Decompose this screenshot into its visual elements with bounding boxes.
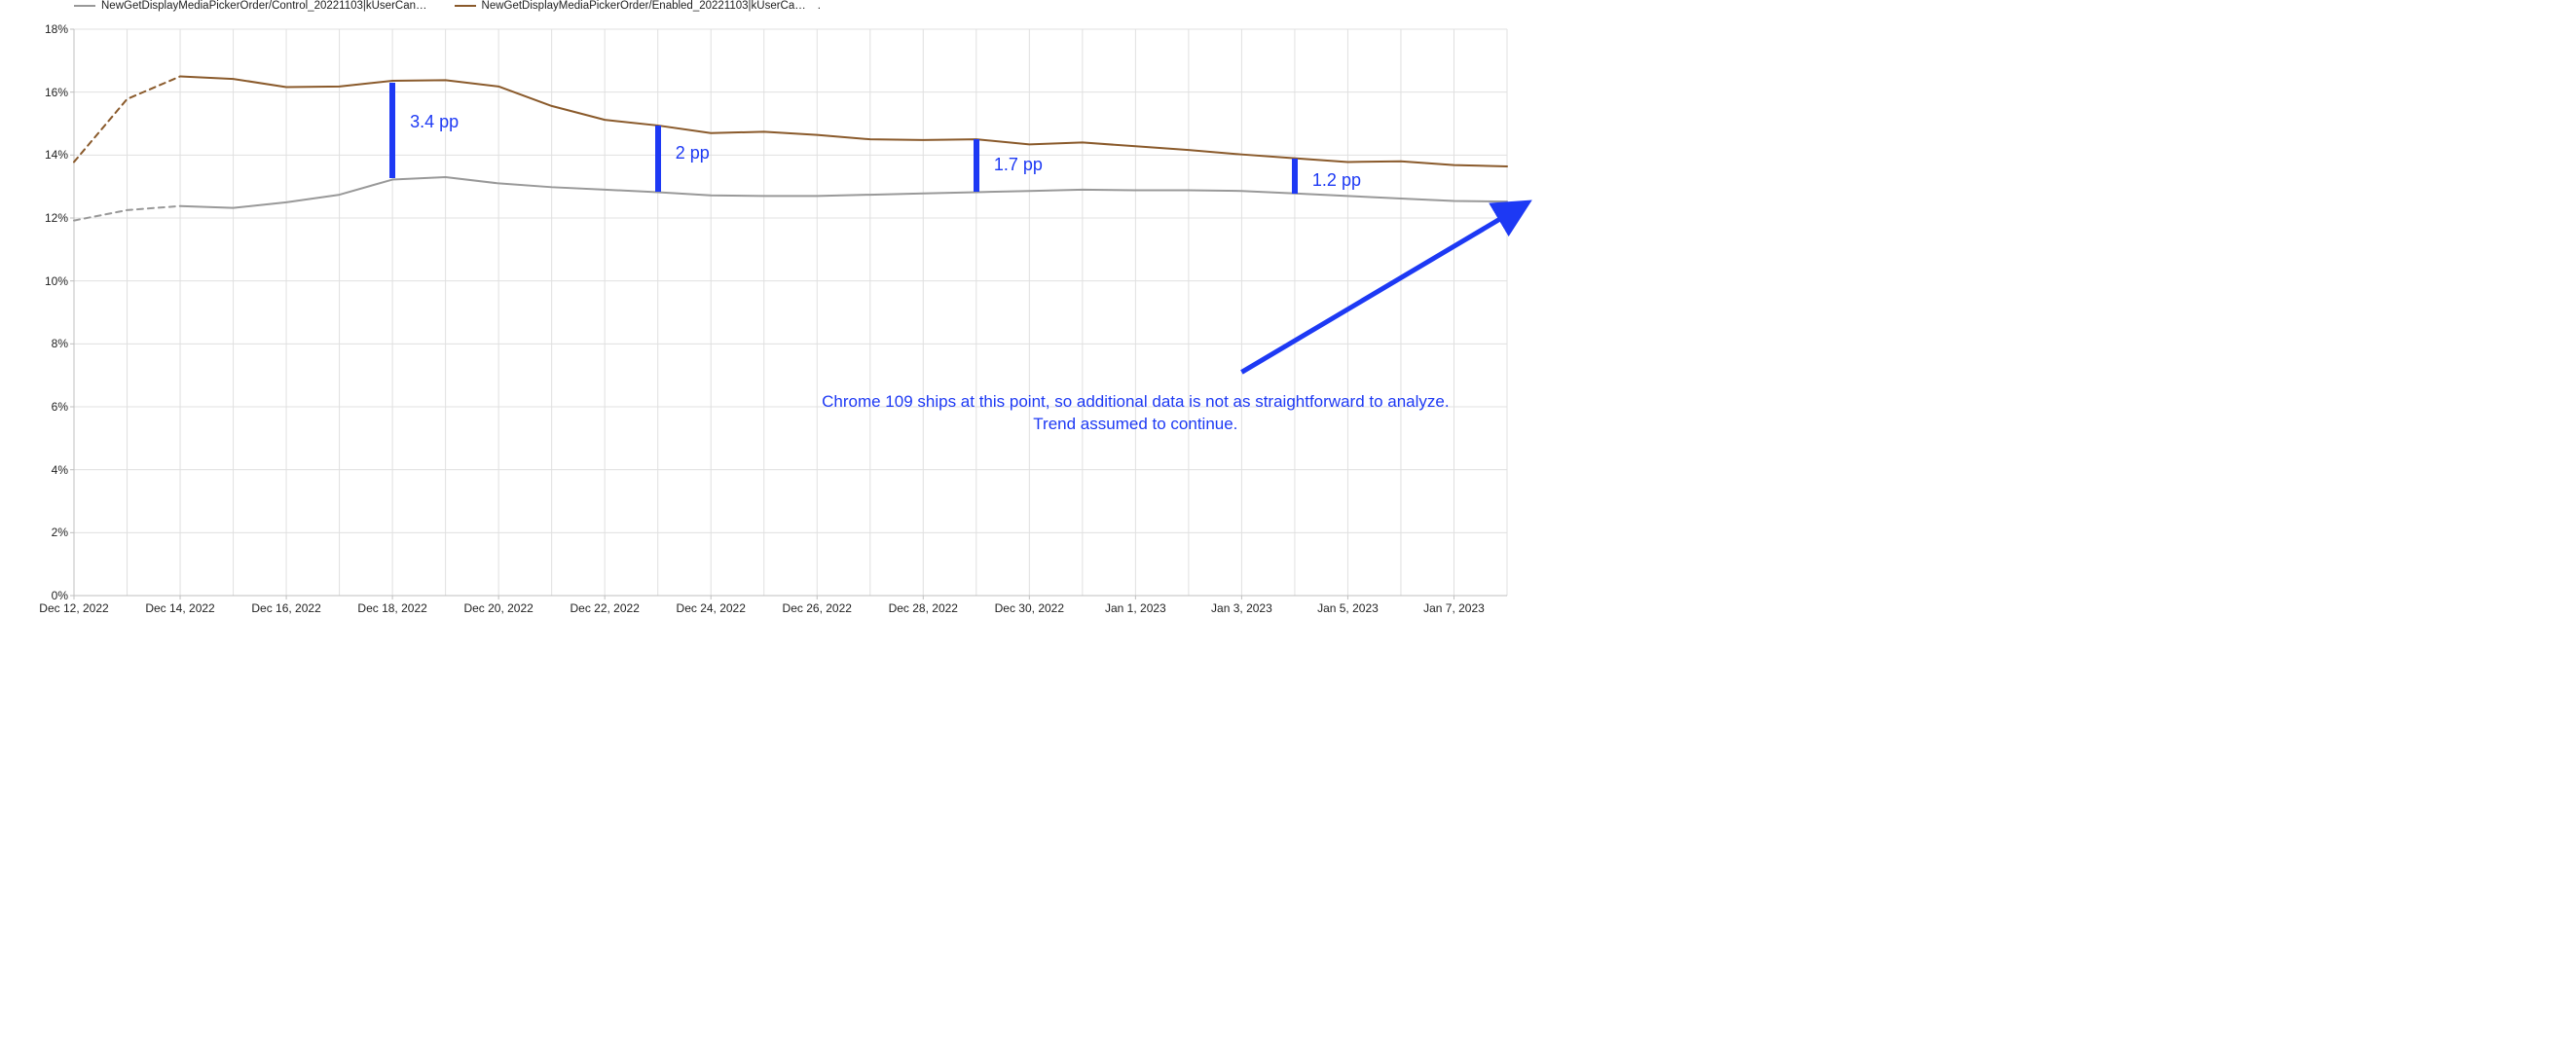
y-tick-label: 0% bbox=[52, 589, 74, 602]
series-enabled bbox=[180, 77, 1507, 166]
x-tick-label: Dec 20, 2022 bbox=[463, 601, 533, 615]
y-tick-label: 18% bbox=[45, 22, 74, 36]
annotation-text: Chrome 109 ships at this point, so addit… bbox=[822, 391, 1449, 436]
y-tick-label: 16% bbox=[45, 86, 74, 99]
x-tick-label: Jan 1, 2023 bbox=[1105, 601, 1166, 615]
gap-bar bbox=[1292, 159, 1298, 194]
annotation-arrow bbox=[1241, 215, 1507, 373]
x-tick-label: Dec 26, 2022 bbox=[783, 601, 852, 615]
x-tick-label: Jan 5, 2023 bbox=[1317, 601, 1379, 615]
line-chart: NewGetDisplayMediaPickerOrder/Control_20… bbox=[0, 0, 1521, 621]
x-tick-label: Dec 22, 2022 bbox=[570, 601, 639, 615]
x-tick-label: Dec 16, 2022 bbox=[251, 601, 320, 615]
gap-bar bbox=[389, 83, 395, 178]
gap-label: 3.4 pp bbox=[410, 112, 459, 132]
x-tick-label: Dec 18, 2022 bbox=[357, 601, 426, 615]
x-tick-label: Dec 28, 2022 bbox=[889, 601, 958, 615]
gap-bar bbox=[974, 139, 979, 192]
y-tick-label: 8% bbox=[52, 337, 74, 350]
annotation-line: Trend assumed to continue. bbox=[822, 414, 1449, 436]
x-tick-label: Dec 14, 2022 bbox=[145, 601, 214, 615]
y-tick-label: 14% bbox=[45, 148, 74, 162]
y-tick-label: 12% bbox=[45, 211, 74, 225]
y-tick-label: 2% bbox=[52, 526, 74, 539]
x-tick-label: Dec 12, 2022 bbox=[39, 601, 108, 615]
x-tick-label: Dec 24, 2022 bbox=[677, 601, 746, 615]
x-tick-label: Jan 3, 2023 bbox=[1211, 601, 1272, 615]
y-tick-label: 10% bbox=[45, 274, 74, 288]
y-tick-label: 6% bbox=[52, 400, 74, 414]
x-tick-label: Dec 30, 2022 bbox=[995, 601, 1064, 615]
x-tick-label: Jan 7, 2023 bbox=[1423, 601, 1485, 615]
gap-label: 1.2 pp bbox=[1312, 170, 1361, 191]
plot-area bbox=[0, 0, 1521, 621]
y-tick-label: 4% bbox=[52, 463, 74, 477]
gap-bar bbox=[655, 126, 661, 193]
gap-label: 2 pp bbox=[676, 143, 710, 163]
series-control bbox=[180, 177, 1507, 208]
gap-label: 1.7 pp bbox=[994, 155, 1043, 175]
annotation-line: Chrome 109 ships at this point, so addit… bbox=[822, 391, 1449, 414]
